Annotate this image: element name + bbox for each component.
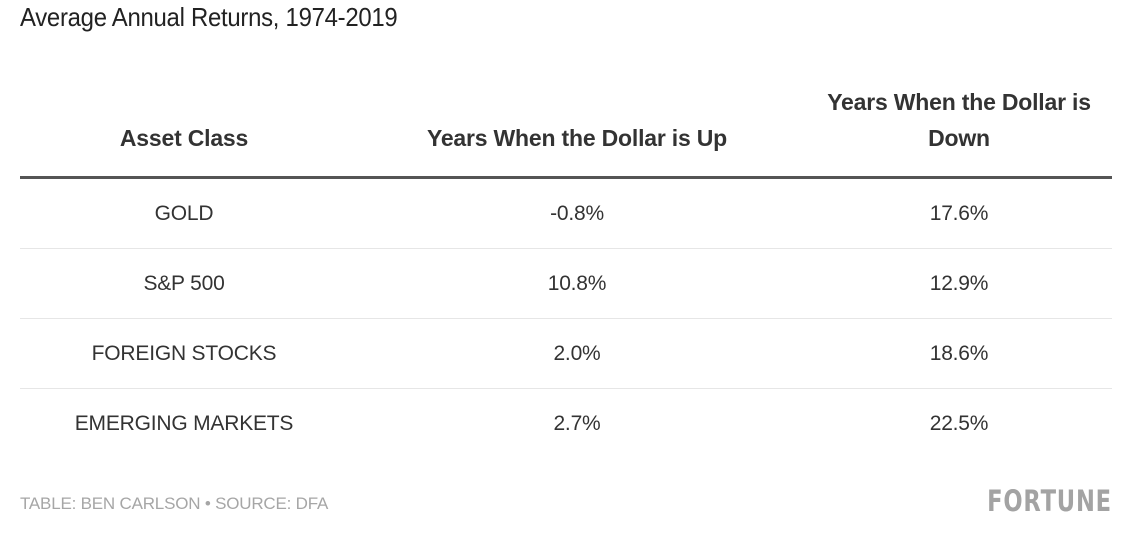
table-row: GOLD -0.8% 17.6% [20, 179, 1112, 249]
table-cell: 10.8% [547, 271, 607, 295]
table-cell: GOLD [154, 201, 214, 225]
column-header-dollar-up: Years When the Dollar is Up [426, 125, 728, 151]
table-cell: 12.9% [929, 271, 989, 295]
column-header-dollar-down: Years When the Dollar is Down [827, 89, 1091, 151]
table-cell: 22.5% [929, 411, 989, 435]
source-note: TABLE: BEN CARLSON • SOURCE: DFA [20, 494, 329, 513]
fortune-logo: FORTUNE [987, 484, 1112, 518]
table-header: Asset Class Years When the Dollar is Up … [20, 82, 1112, 179]
table-row: FOREIGN STOCKS 2.0% 18.6% [20, 319, 1112, 389]
data-table: Asset Class Years When the Dollar is Up … [20, 82, 1112, 458]
table-cell: 18.6% [929, 341, 989, 365]
table-cell: -0.8% [550, 201, 604, 225]
table-cell: FOREIGN STOCKS [91, 341, 277, 365]
table-cell: 17.6% [929, 201, 989, 225]
table-row: EMERGING MARKETS 2.7% 22.5% [20, 389, 1112, 458]
table-row: S&P 500 10.8% 12.9% [20, 249, 1112, 319]
table-cell: 2.0% [553, 341, 601, 365]
table-cell: 2.7% [553, 411, 601, 435]
chart-title: Average Annual Returns, 1974-2019 [20, 2, 398, 32]
table-cell: EMERGING MARKETS [74, 411, 294, 435]
table-cell: S&P 500 [143, 271, 225, 295]
column-header-asset-class: Asset Class [119, 125, 249, 151]
